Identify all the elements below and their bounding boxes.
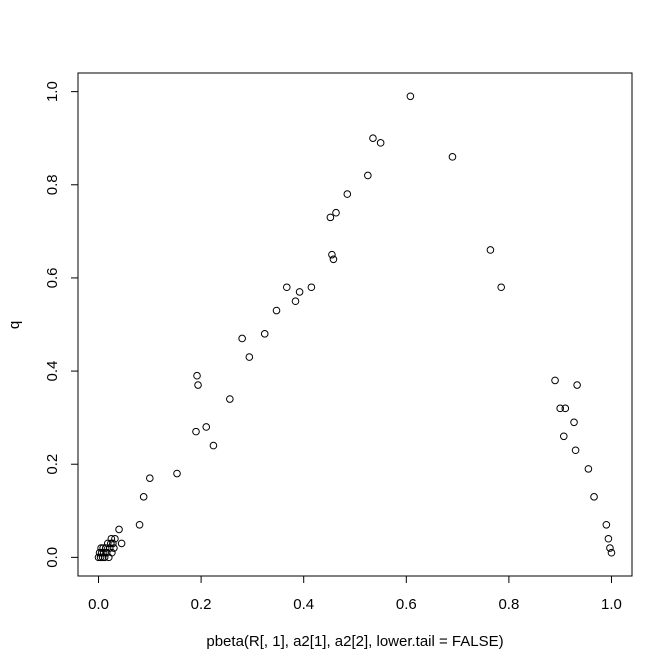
data-point [606, 544, 614, 552]
data-point [202, 423, 211, 431]
data-point [173, 469, 181, 478]
data-point [573, 381, 581, 389]
data-point [332, 208, 340, 217]
data-point [111, 534, 119, 543]
plot-frame [77, 72, 633, 577]
y-tick-label: 1.0 [44, 81, 61, 102]
data-point [209, 441, 218, 450]
data-point [99, 548, 108, 557]
data-point [108, 548, 116, 557]
data-point [497, 283, 505, 292]
data-point [571, 446, 580, 455]
data-point [107, 534, 116, 543]
data-point [328, 250, 336, 259]
x-tick-label: 1.0 [601, 596, 622, 613]
data-point [103, 539, 112, 548]
x-tick-label: 0.4 [293, 596, 314, 613]
x-axis-title: pbeta(R[, 1], a2[1], a2[2], lower.tail =… [206, 633, 503, 650]
data-point [117, 539, 126, 548]
y-axis-title: q [6, 321, 23, 329]
x-tick-label: 0.0 [88, 596, 109, 613]
data-points [94, 92, 616, 562]
data-point [115, 525, 123, 534]
y-tick-label: 0.4 [44, 361, 61, 382]
data-point [272, 306, 281, 315]
data-point [326, 213, 335, 222]
data-point [135, 520, 144, 529]
data-point [584, 465, 593, 473]
data-point [100, 553, 109, 562]
data-point [369, 134, 377, 143]
data-point [192, 427, 200, 436]
data-point [101, 544, 110, 552]
data-point [245, 353, 254, 361]
data-point [556, 404, 564, 413]
y-axis: 0.0 0.2 0.4 0.6 0.8 1.0 [44, 81, 79, 568]
data-point [193, 371, 201, 380]
data-point [97, 544, 105, 552]
y-tick-label: 0.6 [44, 267, 61, 288]
data-point [607, 548, 616, 557]
data-point [295, 288, 304, 296]
x-axis: 0.0 0.2 0.4 0.6 0.8 1.0 [88, 575, 622, 613]
data-point [364, 171, 372, 180]
data-point [194, 381, 202, 389]
data-point [109, 539, 117, 548]
data-point [291, 297, 300, 306]
data-point [226, 395, 234, 403]
data-point [448, 153, 457, 161]
x-tick-label: 0.6 [396, 596, 417, 613]
data-point [110, 544, 118, 552]
x-tick-label: 0.2 [191, 596, 212, 613]
data-point [146, 474, 154, 482]
data-point [329, 255, 338, 264]
data-point [486, 246, 495, 254]
data-point [561, 404, 570, 413]
data-point [343, 190, 352, 198]
data-point [307, 283, 316, 292]
data-point [238, 334, 246, 343]
data-point [559, 432, 568, 441]
data-point [406, 92, 415, 101]
data-point [551, 376, 559, 385]
y-tick-label: 0.8 [44, 174, 61, 195]
x-tick-label: 0.8 [498, 596, 519, 613]
data-point [590, 493, 598, 501]
data-point [604, 534, 613, 543]
data-point [260, 330, 269, 338]
y-tick-label: 0.0 [44, 547, 61, 568]
data-point [282, 283, 291, 292]
y-tick-label: 0.2 [44, 454, 61, 475]
data-point [376, 139, 385, 147]
data-point [570, 418, 578, 427]
data-point [602, 520, 611, 529]
data-point [139, 493, 148, 501]
